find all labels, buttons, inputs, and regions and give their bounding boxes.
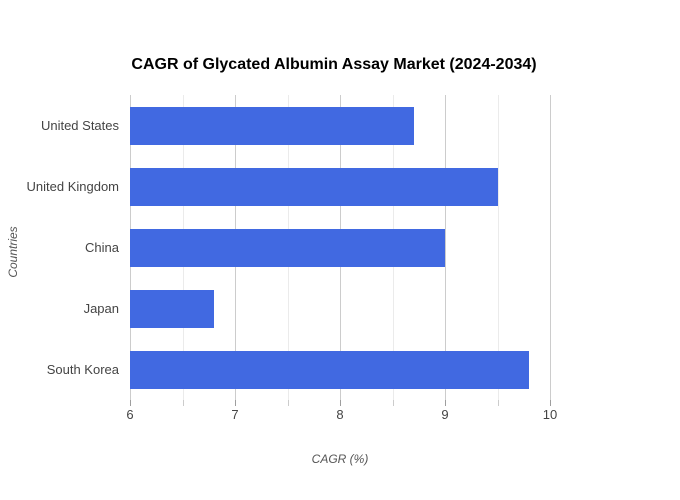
plot-area bbox=[130, 95, 551, 400]
x-tick-minor bbox=[497, 400, 499, 406]
x-tick-label: 10 bbox=[542, 407, 558, 422]
x-tick-minor bbox=[287, 400, 289, 406]
bar-japan bbox=[130, 289, 214, 328]
bar-united-kingdom bbox=[130, 167, 498, 206]
gridline-major bbox=[550, 95, 551, 400]
x-tick-label: 8 bbox=[336, 407, 344, 422]
bar-south-korea bbox=[130, 350, 529, 389]
bar-united-states bbox=[130, 106, 414, 145]
category-label: Japan bbox=[83, 301, 119, 316]
x-tick-minor bbox=[392, 400, 394, 406]
category-label: United States bbox=[40, 118, 119, 133]
category-label: China bbox=[85, 240, 119, 255]
category-label: United Kingdom bbox=[26, 179, 120, 194]
x-tick-label: 9 bbox=[441, 407, 449, 422]
x-tick-major bbox=[130, 400, 131, 406]
x-tick-label: 7 bbox=[231, 407, 239, 422]
gridline-minor bbox=[497, 95, 499, 400]
x-tick-major bbox=[550, 400, 551, 406]
x-tick-minor bbox=[182, 400, 184, 406]
x-tick-label: 6 bbox=[126, 407, 134, 422]
x-axis-title: CAGR (%) bbox=[311, 452, 369, 466]
x-tick-major bbox=[340, 400, 341, 406]
x-tick-major bbox=[445, 400, 446, 406]
x-tick-major bbox=[235, 400, 236, 406]
bar-china bbox=[130, 228, 445, 267]
category-label: South Korea bbox=[46, 362, 119, 377]
chart-title: CAGR of Glycated Albumin Assay Market (2… bbox=[131, 56, 537, 73]
gridline-major bbox=[445, 95, 446, 400]
